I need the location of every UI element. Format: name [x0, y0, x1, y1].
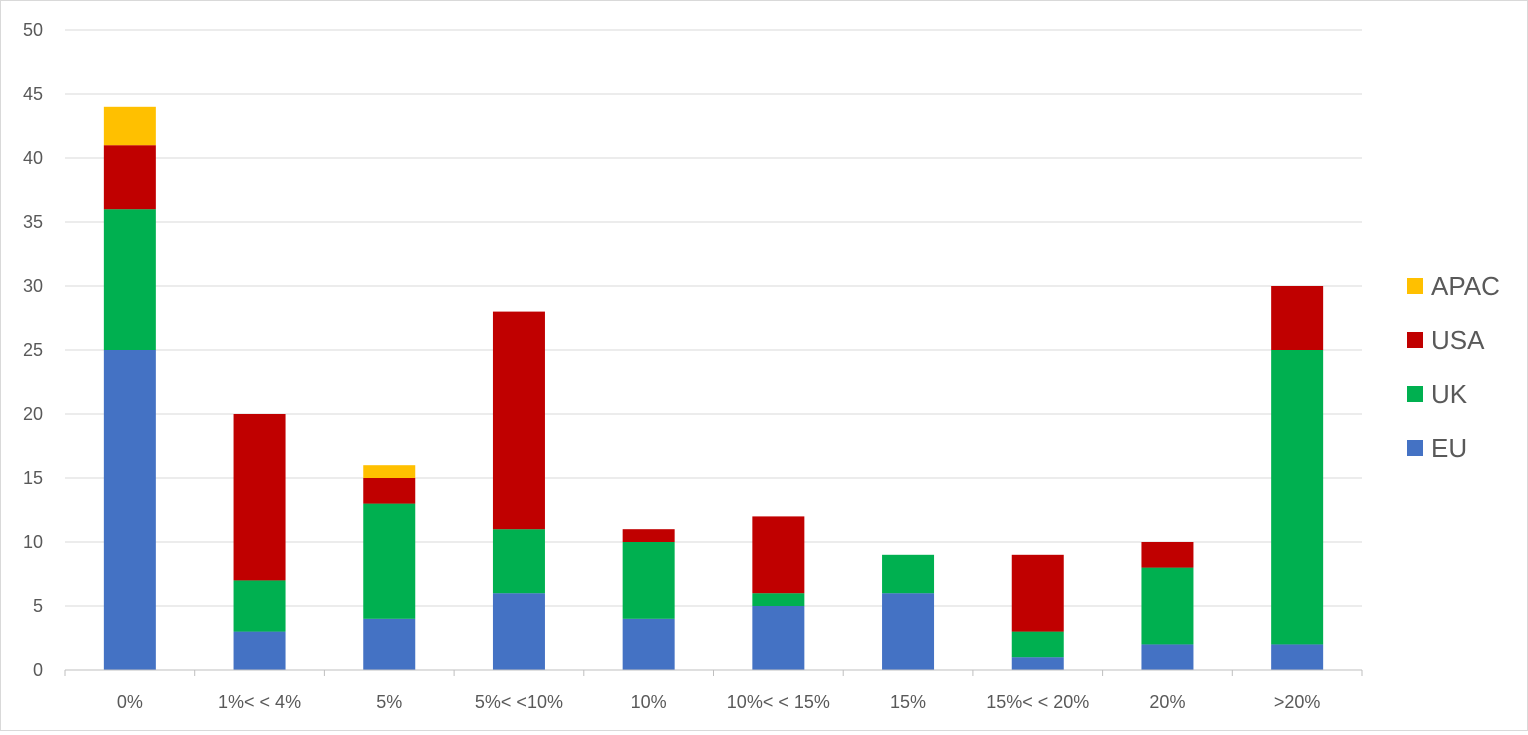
bar-segment-eu	[1011, 657, 1064, 670]
bar-segment-usa	[233, 414, 286, 581]
bar-segment-uk	[622, 542, 675, 619]
bar-segment-apac	[103, 106, 156, 146]
bar-segment-uk	[1011, 631, 1064, 658]
bar-segment-uk	[752, 593, 805, 606]
legend-label-apac: APAC	[1431, 271, 1500, 301]
y-tick-label: 40	[23, 148, 43, 168]
legend-label-usa: USA	[1431, 325, 1485, 355]
bar-segment-usa	[1141, 542, 1194, 568]
x-tick-label: 5%	[376, 692, 402, 712]
x-tick-label: >20%	[1274, 692, 1321, 712]
y-tick-label: 5	[33, 596, 43, 616]
bar-segment-apac	[363, 465, 416, 478]
bar-segment-eu	[492, 593, 545, 670]
bar-segment-eu	[622, 618, 675, 670]
legend: APAC USA UK EU	[1407, 271, 1500, 463]
x-tick-label: 20%	[1149, 692, 1185, 712]
bar-segment-uk	[1141, 567, 1194, 645]
legend-label-uk: UK	[1431, 379, 1468, 409]
bar-segment-eu	[363, 618, 416, 670]
legend-swatch-apac	[1407, 278, 1423, 294]
x-tick-label: 10%< < 15%	[727, 692, 830, 712]
bar-segment-usa	[622, 529, 675, 542]
bar-segment-uk	[233, 580, 286, 632]
bar-segment-eu	[882, 593, 935, 670]
y-tick-label: 10	[23, 532, 43, 552]
bar-segment-eu	[233, 631, 286, 670]
y-tick-label: 15	[23, 468, 43, 488]
bar-segment-usa	[363, 478, 416, 504]
bar-segment-usa	[1271, 286, 1324, 350]
bar-segment-eu	[1271, 644, 1324, 670]
y-tick-label: 50	[23, 20, 43, 40]
x-tick-label: 15%< < 20%	[986, 692, 1089, 712]
y-tick-label: 45	[23, 84, 43, 104]
legend-label-eu: EU	[1431, 433, 1467, 463]
x-tick-label: 1%< < 4%	[218, 692, 301, 712]
x-tick-label: 5%< <10%	[475, 692, 563, 712]
y-tick-label: 35	[23, 212, 43, 232]
bar-segment-eu	[752, 606, 805, 670]
bar-segment-uk	[1271, 350, 1324, 645]
bar-segment-eu	[1141, 644, 1194, 670]
bar-segment-eu	[103, 350, 156, 670]
bars	[103, 106, 1324, 670]
x-tick-label: 10%	[631, 692, 667, 712]
bar-segment-uk	[363, 503, 416, 619]
bar-segment-uk	[103, 209, 156, 350]
axes: 0 5 10 15 20 25 30 35 40 45 50 0% 1%< < 4% 5% 5%< <10%…	[23, 20, 1363, 712]
bar-segment-usa	[103, 145, 156, 210]
bar-segment-uk	[882, 554, 935, 594]
legend-swatch-eu	[1407, 440, 1423, 456]
bar-segment-usa	[1011, 554, 1064, 632]
x-tick-label: 0%	[117, 692, 143, 712]
y-tick-label: 30	[23, 276, 43, 296]
bar-segment-usa	[492, 311, 545, 530]
bar-segment-usa	[752, 516, 805, 594]
legend-swatch-uk	[1407, 386, 1423, 402]
y-tick-label: 0	[33, 660, 43, 680]
x-tick-label: 15%	[890, 692, 926, 712]
y-tick-label: 25	[23, 340, 43, 360]
bar-segment-uk	[492, 529, 545, 594]
y-tick-label: 20	[23, 404, 43, 424]
legend-swatch-usa	[1407, 332, 1423, 348]
